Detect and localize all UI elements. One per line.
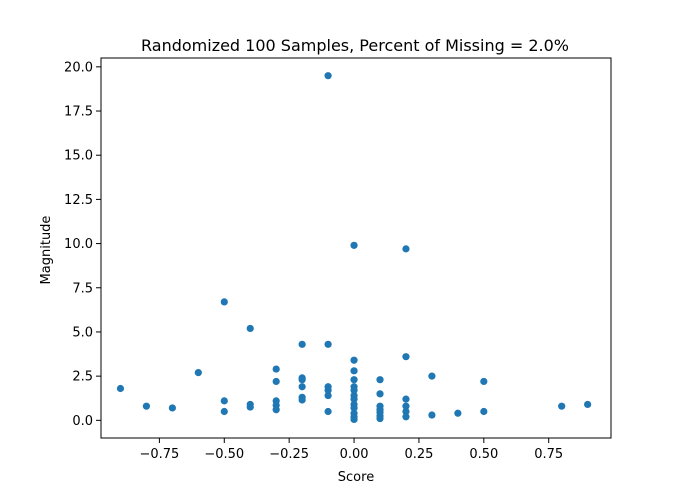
data-point	[324, 407, 332, 416]
data-point	[324, 340, 332, 348]
data-point	[350, 241, 358, 249]
y-tick-label: 7.5	[72, 281, 93, 296]
data-point	[324, 386, 332, 394]
data-point	[220, 407, 228, 416]
data-point	[350, 367, 358, 375]
data-point	[376, 414, 384, 423]
data-point	[194, 369, 202, 377]
data-point	[480, 377, 488, 386]
data-point	[246, 324, 254, 333]
y-tick-label: 12.5	[64, 193, 93, 208]
data-point	[350, 415, 358, 424]
data-point	[376, 376, 384, 384]
data-point	[272, 377, 280, 386]
x-axis: −0.75 −0.50 −0.25 0.00 0.25 0.50 0.75	[139, 438, 563, 462]
data-point	[220, 298, 228, 306]
data-point	[324, 391, 332, 400]
y-tick-label: 10.0	[64, 237, 93, 252]
data-point	[324, 72, 332, 80]
y-axis-title: Magnitude	[39, 216, 54, 285]
x-tick-label: −0.25	[269, 447, 309, 462]
data-point	[558, 402, 566, 410]
data-point	[454, 409, 462, 417]
data-point	[480, 407, 488, 416]
data-point	[402, 353, 410, 361]
data-point	[272, 406, 280, 414]
x-tick-label: −0.75	[139, 447, 179, 462]
data-point	[298, 396, 306, 404]
data-point	[350, 386, 358, 394]
y-tick-label: 20.0	[64, 60, 93, 75]
x-tick-label: 0.75	[534, 447, 563, 462]
plot-area	[116, 72, 592, 424]
plot-frame	[100, 57, 612, 439]
data-point	[246, 403, 254, 411]
data-point	[272, 365, 280, 373]
chart-title: Randomized 100 Samples, Percent of Missi…	[141, 36, 569, 55]
data-point	[220, 397, 228, 405]
data-point	[350, 376, 358, 384]
data-point	[298, 340, 306, 348]
data-point	[428, 411, 436, 419]
data-point	[402, 402, 410, 410]
x-tick-label: 0.25	[404, 447, 433, 462]
x-tick-label: −0.50	[204, 447, 244, 462]
data-point	[350, 395, 358, 403]
x-axis-title: Score	[338, 470, 374, 485]
data-point	[350, 356, 358, 364]
y-tick-label: 2.5	[72, 370, 93, 385]
x-tick-label: 0.00	[340, 447, 369, 462]
y-tick-label: 0.0	[72, 414, 93, 429]
data-point	[298, 376, 306, 384]
data-point	[402, 407, 410, 416]
y-tick-label: 17.5	[64, 105, 93, 120]
data-point	[142, 402, 151, 410]
data-point	[402, 395, 410, 403]
data-point	[376, 390, 384, 398]
data-point	[428, 372, 436, 380]
data-point	[584, 400, 592, 409]
data-point	[402, 245, 410, 253]
y-axis: 0.0 2.5 5.0 7.5 10.0 12.5 15.0 17.5 20.0	[64, 60, 101, 429]
x-tick-label: 0.50	[469, 447, 498, 462]
data-point	[350, 404, 358, 412]
y-tick-label: 15.0	[64, 149, 93, 164]
data-point	[116, 384, 125, 393]
data-point	[168, 404, 176, 412]
data-point	[402, 413, 410, 421]
y-tick-label: 5.0	[72, 325, 93, 340]
data-point	[298, 383, 306, 391]
